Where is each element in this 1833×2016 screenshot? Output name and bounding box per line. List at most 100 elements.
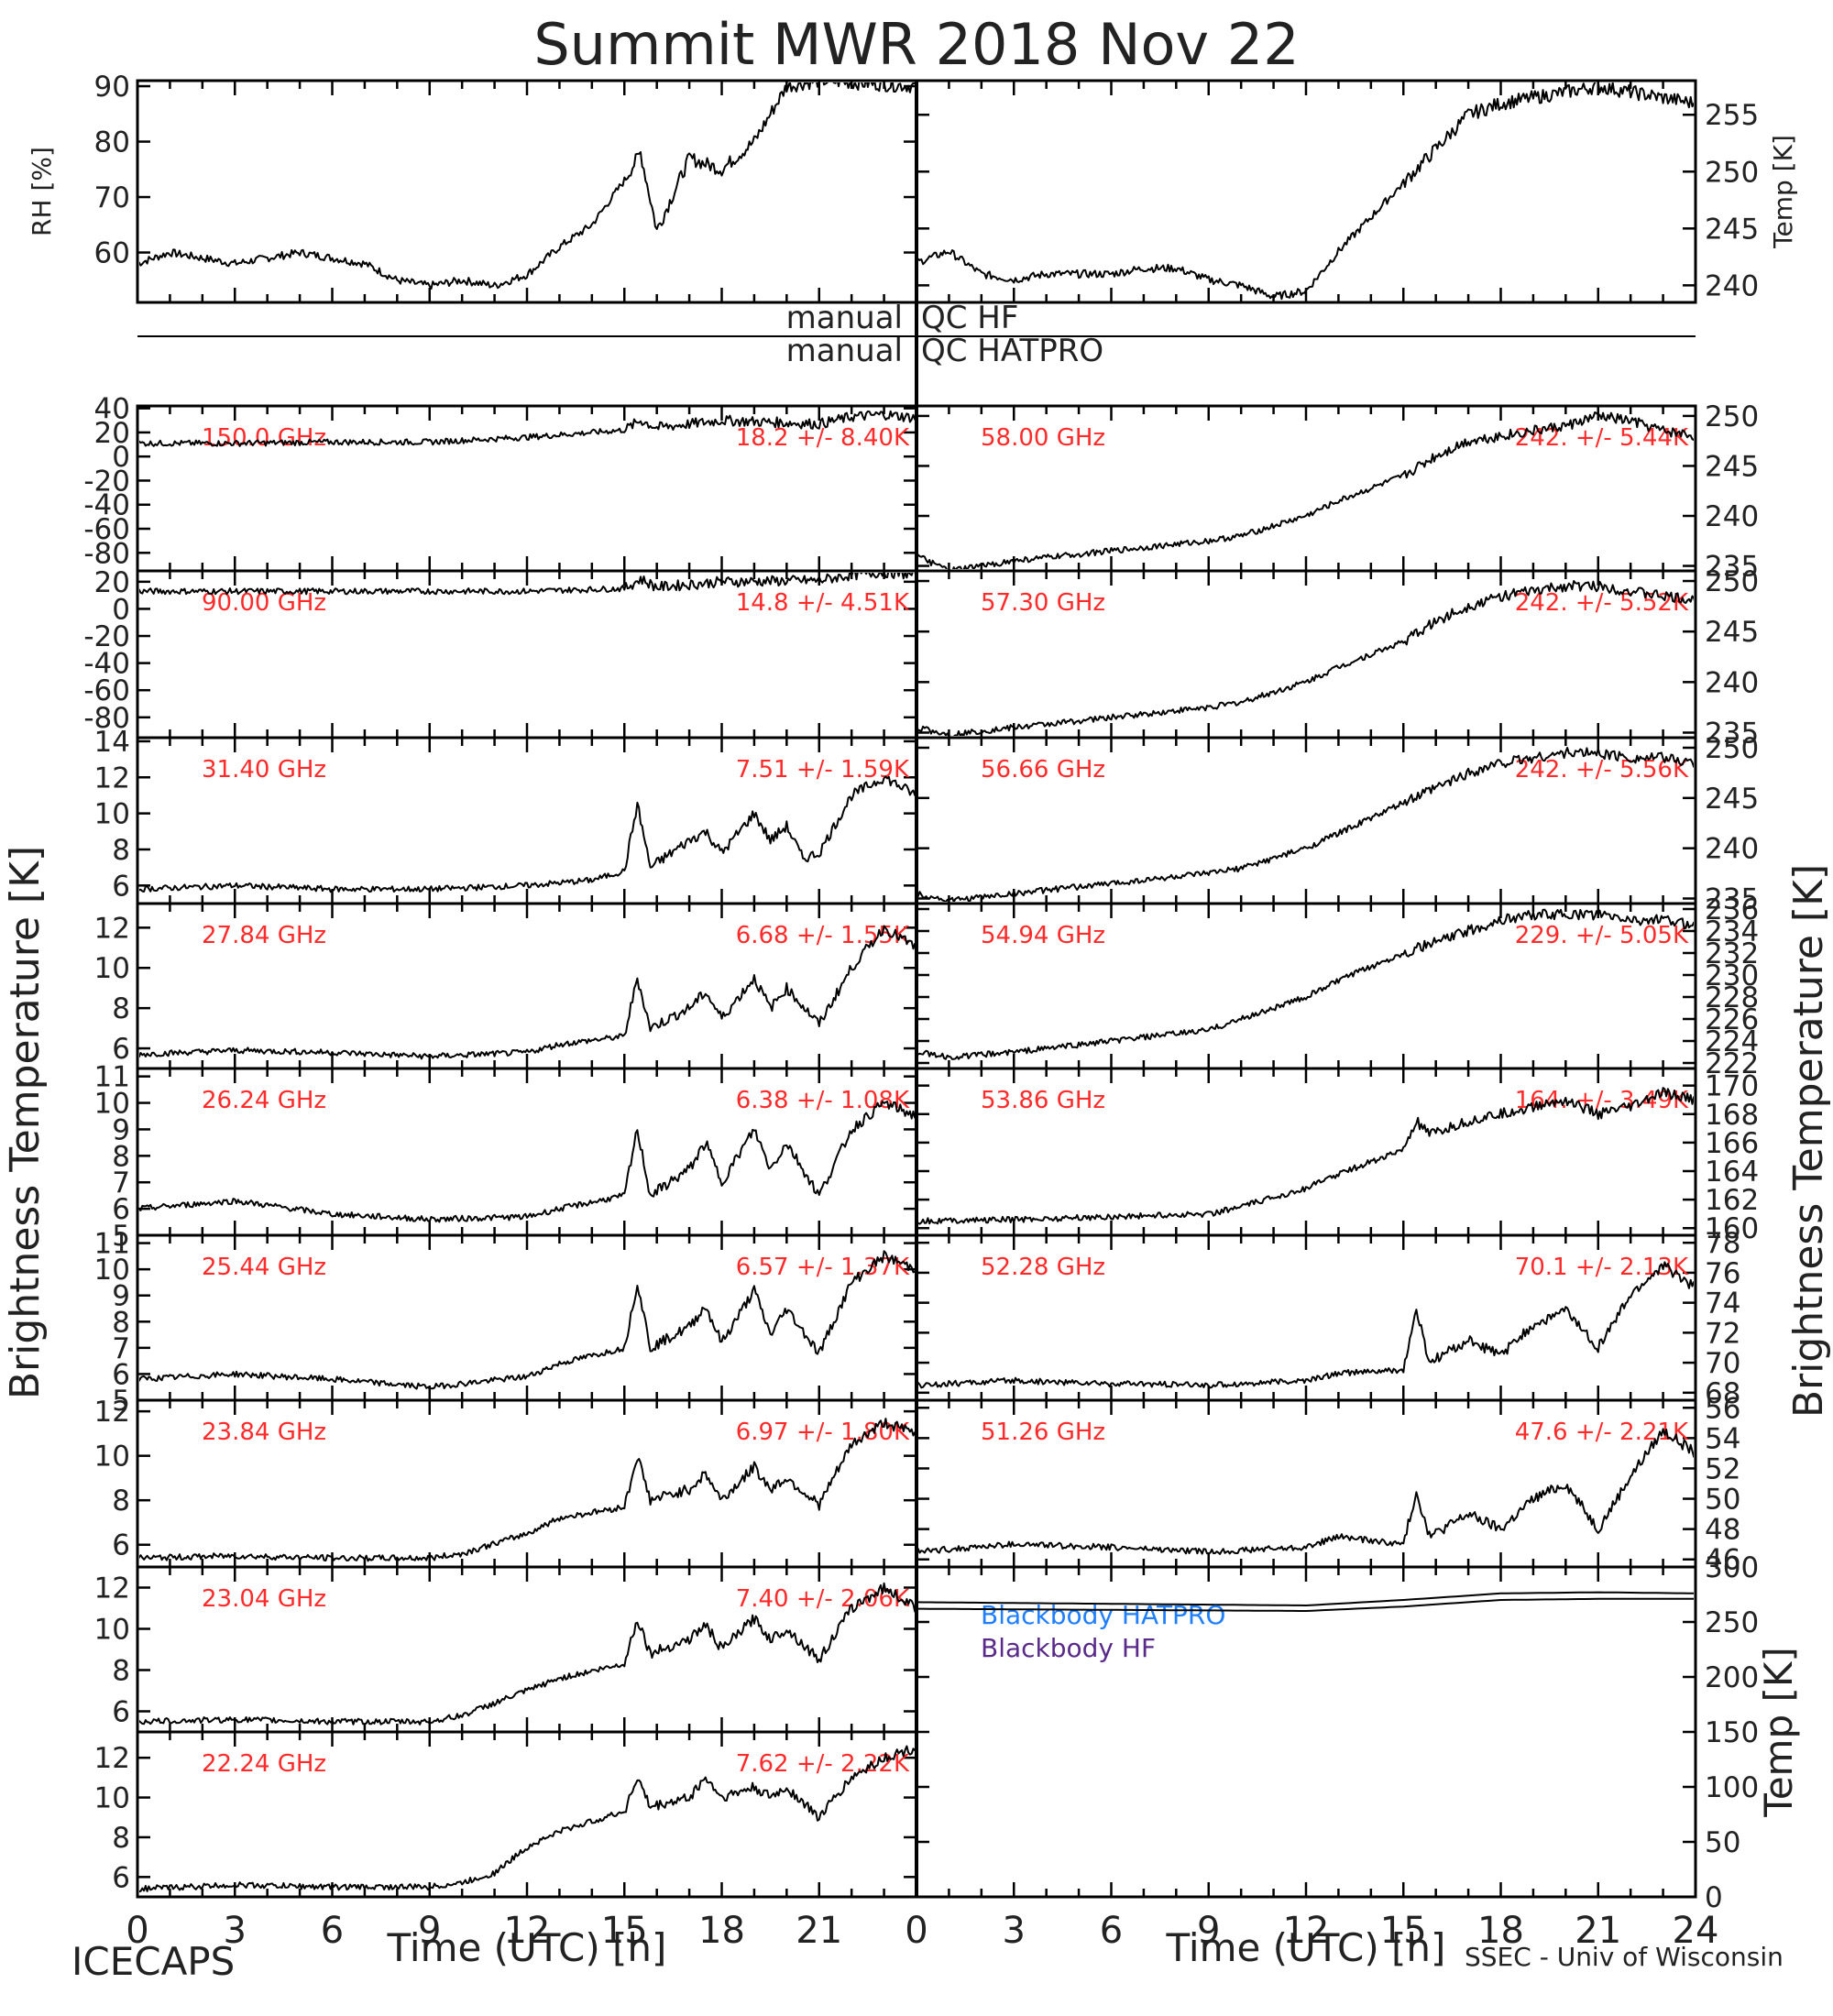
y-tick-label: 300	[1705, 1551, 1759, 1584]
series-line-ch5730	[918, 580, 1694, 736]
y-tick-label: 226	[1705, 1003, 1759, 1036]
series-line-temp	[918, 82, 1694, 301]
y-tick-label: 240	[1705, 666, 1759, 699]
y-tick-label: 235	[1705, 883, 1759, 916]
channel-stats: 242. +/- 5.52K	[1515, 589, 1689, 617]
y-tick-label: 164	[1705, 1156, 1759, 1189]
y-tick-label: 6	[112, 1033, 130, 1066]
y-tick-label: 70	[1705, 1347, 1740, 1380]
x-tick-label-left: 12	[504, 1910, 551, 1952]
channel-stats: 7.62 +/- 2.22K	[736, 1750, 910, 1778]
y-tick-label: 8	[112, 1306, 130, 1339]
series-line-ch3140	[139, 775, 915, 893]
y-tick-label: 100	[1705, 1771, 1759, 1804]
channel-label: 23.04 GHz	[202, 1585, 326, 1613]
right-axis-title: Brightness Temperature [K]	[1785, 864, 1832, 1418]
y-tick-label: 224	[1705, 1025, 1759, 1058]
panel-ylabel: RH [%]	[27, 147, 57, 236]
y-tick-label: 245	[1705, 783, 1759, 816]
y-tick-label: 6	[112, 1861, 130, 1894]
y-tick-label: 6	[112, 870, 130, 903]
y-tick-label: 76	[1705, 1257, 1740, 1290]
channel-label: 150.0 GHz	[202, 424, 326, 452]
y-tick-label: 50	[1705, 1484, 1740, 1517]
x-tick-label-left: 18	[698, 1910, 745, 1952]
series-line-ch5666	[918, 747, 1694, 902]
y-tick-label: -60	[83, 674, 130, 707]
series-line-blackbody-hatpro	[918, 1591, 1694, 1606]
y-tick-label: -80	[83, 702, 130, 735]
y-tick-label: 150	[1705, 1716, 1759, 1749]
footer-left: ICECAPS	[71, 1939, 235, 1984]
y-tick-label: 166	[1705, 1127, 1759, 1160]
series-line-ch2544	[139, 1250, 915, 1390]
y-tick-label: 11	[94, 1228, 130, 1261]
y-tick-label: 12	[94, 1572, 130, 1605]
x-tick-label-left: 9	[418, 1910, 441, 1952]
y-tick-label: 0	[112, 441, 130, 474]
series-line-ch2784	[139, 925, 915, 1060]
y-tick-label: 20	[94, 566, 130, 599]
channel-label: 23.84 GHz	[202, 1419, 326, 1446]
y-tick-label: 10	[94, 952, 130, 985]
y-tick-label: 250	[1705, 565, 1759, 598]
x-tick-label-right: 18	[1477, 1910, 1524, 1952]
y-tick-label: 232	[1705, 937, 1759, 970]
panel-frame	[136, 79, 918, 304]
series-line-ch5494	[918, 908, 1694, 1060]
y-tick-label: 245	[1705, 213, 1759, 246]
series-line-ch2304	[139, 1582, 915, 1726]
y-tick-label: 168	[1705, 1099, 1759, 1132]
y-tick-label: 54	[1705, 1422, 1740, 1455]
y-tick-label: 8	[112, 1655, 130, 1688]
y-tick-label: 12	[94, 1396, 130, 1429]
x-tick-labels: 0 3 6 9 12 15 18 21 0 3 6 9 12 15 18 21 24	[126, 1910, 1718, 1952]
y-tick-label: 250	[1705, 400, 1759, 433]
y-tick-label: 240	[1705, 269, 1759, 302]
y-tick-label: 5	[112, 1220, 130, 1253]
y-tick-label: 162	[1705, 1184, 1759, 1217]
y-tick-label: 20	[94, 417, 130, 450]
y-tick-label: 8	[112, 1485, 130, 1517]
y-tick-label: 8	[112, 1140, 130, 1173]
y-tick-label: 240	[1705, 833, 1759, 866]
x-tick-label-right: 0	[905, 1910, 927, 1952]
y-tick-label: 50	[1705, 1826, 1740, 1859]
y-tick-label: 7	[112, 1167, 130, 1200]
legend-blackbody-hf: Blackbody HF	[981, 1633, 1156, 1663]
panel-ylabel: Temp [K]	[1756, 1647, 1801, 1818]
y-tick-label: 250	[1705, 156, 1759, 189]
panel-blackbody: 300 250 200 150 100 50 0 Temp [K] Blackbody HATP…	[915, 1551, 1801, 1914]
panel-ch5730: 250 245 240 235 57.30 GHz 242. +/- 5.52K	[915, 565, 1759, 750]
y-tick-label: 6	[112, 1529, 130, 1562]
x-tick-label-left: 3	[224, 1910, 247, 1952]
y-tick-label: 245	[1705, 616, 1759, 649]
y-tick-label: 74	[1705, 1287, 1740, 1320]
y-tick-label: 228	[1705, 981, 1759, 1014]
series-line-ch5126	[918, 1428, 1694, 1555]
y-tick-label: 235	[1705, 551, 1759, 584]
x-axis-title-right: Time (UTC) [h]	[1166, 1925, 1446, 1970]
y-tick-label: 8	[112, 834, 130, 867]
y-tick-label: -40	[83, 489, 130, 522]
panel-rh: 60 70 80 90 RH [%]	[27, 71, 918, 304]
y-tick-label: 6	[112, 1358, 130, 1391]
channel-label: 52.28 GHz	[981, 1254, 1105, 1281]
y-tick-label: 68	[1705, 1377, 1740, 1410]
channel-label: 26.24 GHz	[202, 1087, 326, 1114]
channel-stats: 7.51 +/- 1.59K	[736, 756, 910, 783]
panel-ch2384: 12 10 8 6 23.84 GHz 6.97 +/- 1.80K	[94, 1396, 918, 1569]
qc-hatpro-manual-label: manual	[786, 333, 903, 369]
qc-hf-manual-label: manual	[786, 300, 903, 336]
y-tick-label: 48	[1705, 1514, 1740, 1547]
channel-label: 57.30 GHz	[981, 589, 1105, 617]
y-tick-label: 255	[1705, 99, 1759, 132]
